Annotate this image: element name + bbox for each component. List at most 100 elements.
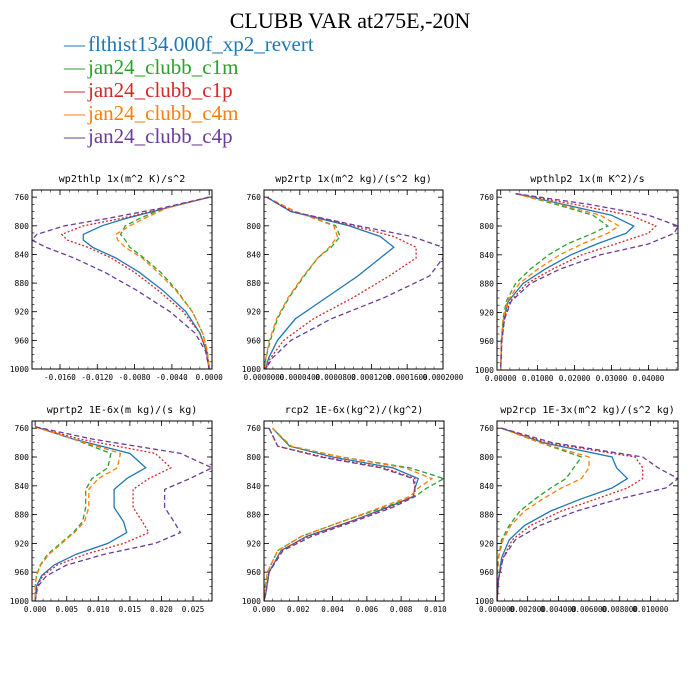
y-tick-label: 960 xyxy=(480,568,495,577)
x-tick-label: -0.0080 xyxy=(119,373,151,382)
y-tick-label: 1000 xyxy=(242,365,261,374)
x-tick-label: 0.000 xyxy=(253,605,276,614)
series-line-2 xyxy=(497,427,583,601)
y-tick-label: 920 xyxy=(480,308,495,317)
legend-item-4: — jan24_clubb_c4m xyxy=(64,102,314,125)
series-line-3 xyxy=(497,427,644,601)
y-tick-label: 840 xyxy=(15,250,30,259)
legend-label: jan24_clubb_c4p xyxy=(88,124,233,148)
series-line-1 xyxy=(34,426,147,601)
series-line-3 xyxy=(265,196,417,369)
plot-frame xyxy=(263,189,444,370)
y-tick-label: 760 xyxy=(247,424,262,433)
legend-label: jan24_clubb_c1p xyxy=(88,78,233,102)
series-line-5 xyxy=(264,427,416,601)
panel-6: wp2rcp 1E-3x(m^2 kg)/(s^2 kg) 760 800 840 88… xyxy=(475,405,679,614)
y-tick-label: 880 xyxy=(480,511,495,520)
x-tick-label: 0.00000 xyxy=(485,374,517,383)
legend-label: flthist134.000f_xp2_revert xyxy=(88,32,314,56)
legend-line-icon: — xyxy=(64,78,85,102)
y-tick-label: 880 xyxy=(480,280,495,289)
x-tick-label: 0.006000 xyxy=(571,605,608,614)
series-line-1 xyxy=(82,196,210,369)
panel-1: wp2thlp 1x(m^2 K)/s^2 760 800 840 880 920 960 1… xyxy=(10,174,223,382)
x-tick-label: -0.0040 xyxy=(156,373,188,382)
y-tick-label: 960 xyxy=(15,568,30,577)
y-tick-label: 880 xyxy=(15,279,30,288)
series-line-5 xyxy=(500,192,678,370)
series-line-3 xyxy=(500,192,657,370)
y-tick-label: 920 xyxy=(15,308,30,317)
x-tick-label: 0.000 xyxy=(24,605,47,614)
legend-line-icon: — xyxy=(64,101,85,125)
y-tick-label: 920 xyxy=(247,539,262,548)
x-tick-label: 0.0000400 xyxy=(279,373,320,382)
x-tick-label: 0.0000800 xyxy=(315,373,356,382)
page-title: CLUBB VAR at275E,-20N xyxy=(229,8,471,33)
legend: — flthist134.000f_xp2_revert — jan24_clubb… xyxy=(64,33,314,148)
x-tick-label: 0.004000 xyxy=(540,605,577,614)
y-tick-label: 760 xyxy=(480,424,495,433)
series-line-1 xyxy=(497,427,629,601)
plot-frame xyxy=(31,420,213,602)
y-tick-label: 920 xyxy=(480,539,495,548)
x-tick-label: 0.04000 xyxy=(633,374,665,383)
x-tick-label: 0.010 xyxy=(424,605,447,614)
x-tick-label: -0.0120 xyxy=(81,373,113,382)
y-tick-label: 760 xyxy=(480,193,495,202)
y-tick-label: 960 xyxy=(480,337,495,346)
x-tick-label: 0.000000 xyxy=(479,605,516,614)
x-tick-label: 0.01000 xyxy=(522,374,554,383)
series-line-1 xyxy=(500,192,635,370)
series-line-4 xyxy=(497,427,590,601)
panel-title: wprtp2 1E-6x(m kg)/(s kg) xyxy=(47,405,198,416)
legend-item-3: — jan24_clubb_c1p xyxy=(64,79,314,102)
series-line-3 xyxy=(34,426,173,601)
x-tick-label: 0.0000000 xyxy=(244,373,285,382)
panel-title: wp2rtp 1x(m^2 kg)/(s^2 kg) xyxy=(275,174,432,185)
y-tick-label: 920 xyxy=(15,539,30,548)
panel-5: rcp2 1E-6x(kg^2)/(kg^2) 760 800 840 880 920 96… xyxy=(242,405,447,614)
plot-frame xyxy=(496,189,679,371)
legend-label: jan24_clubb_c1m xyxy=(88,55,239,79)
y-tick-label: 1000 xyxy=(242,597,261,606)
x-tick-label: 0.002000 xyxy=(510,605,547,614)
x-tick-label: 0.008 xyxy=(390,605,413,614)
panel-4: wprtp2 1E-6x(m kg)/(s kg) 760 800 840 880 920… xyxy=(10,405,213,614)
series-line-4 xyxy=(500,192,621,370)
x-tick-label: 0.005 xyxy=(55,605,78,614)
series-line-2 xyxy=(119,196,210,369)
y-tick-label: 960 xyxy=(247,336,262,345)
y-tick-label: 840 xyxy=(247,250,262,259)
panel-title: wpthlp2 1x(m K^2)/s xyxy=(530,174,644,185)
y-tick-label: 800 xyxy=(15,222,30,231)
y-tick-label: 1000 xyxy=(475,597,494,606)
x-tick-label: 0.002 xyxy=(287,605,310,614)
series-line-2 xyxy=(34,426,112,601)
series-line-3 xyxy=(264,427,416,601)
series-line-5 xyxy=(34,426,212,601)
x-tick-label: 0.004 xyxy=(321,605,344,614)
x-tick-label: 0.010000 xyxy=(632,605,669,614)
x-tick-label: -0.0160 xyxy=(44,373,76,382)
legend-item-5: — jan24_clubb_c4p xyxy=(64,125,314,148)
y-tick-label: 800 xyxy=(247,453,262,462)
y-tick-label: 960 xyxy=(247,568,262,577)
legend-label: jan24_clubb_c4m xyxy=(88,101,239,125)
y-tick-label: 1000 xyxy=(475,366,494,375)
series-line-5 xyxy=(497,427,678,601)
series-line-5 xyxy=(32,196,210,369)
x-tick-label: 0.03000 xyxy=(596,374,628,383)
y-tick-label: 840 xyxy=(480,251,495,260)
series-line-5 xyxy=(265,196,443,369)
panel-2: wp2rtp 1x(m^2 kg)/(s^2 kg) 760 800 840 880 92… xyxy=(242,174,464,382)
legend-item-2: — jan24_clubb_c1m xyxy=(64,56,314,79)
x-tick-label: 0.0001200 xyxy=(351,373,392,382)
x-tick-label: 0.0000 xyxy=(196,373,224,382)
y-tick-label: 760 xyxy=(15,193,30,202)
y-tick-label: 880 xyxy=(15,511,30,520)
x-tick-label: 0.015 xyxy=(119,605,142,614)
y-tick-label: 760 xyxy=(15,424,30,433)
x-tick-label: 0.006 xyxy=(356,605,379,614)
y-tick-label: 800 xyxy=(247,222,262,231)
